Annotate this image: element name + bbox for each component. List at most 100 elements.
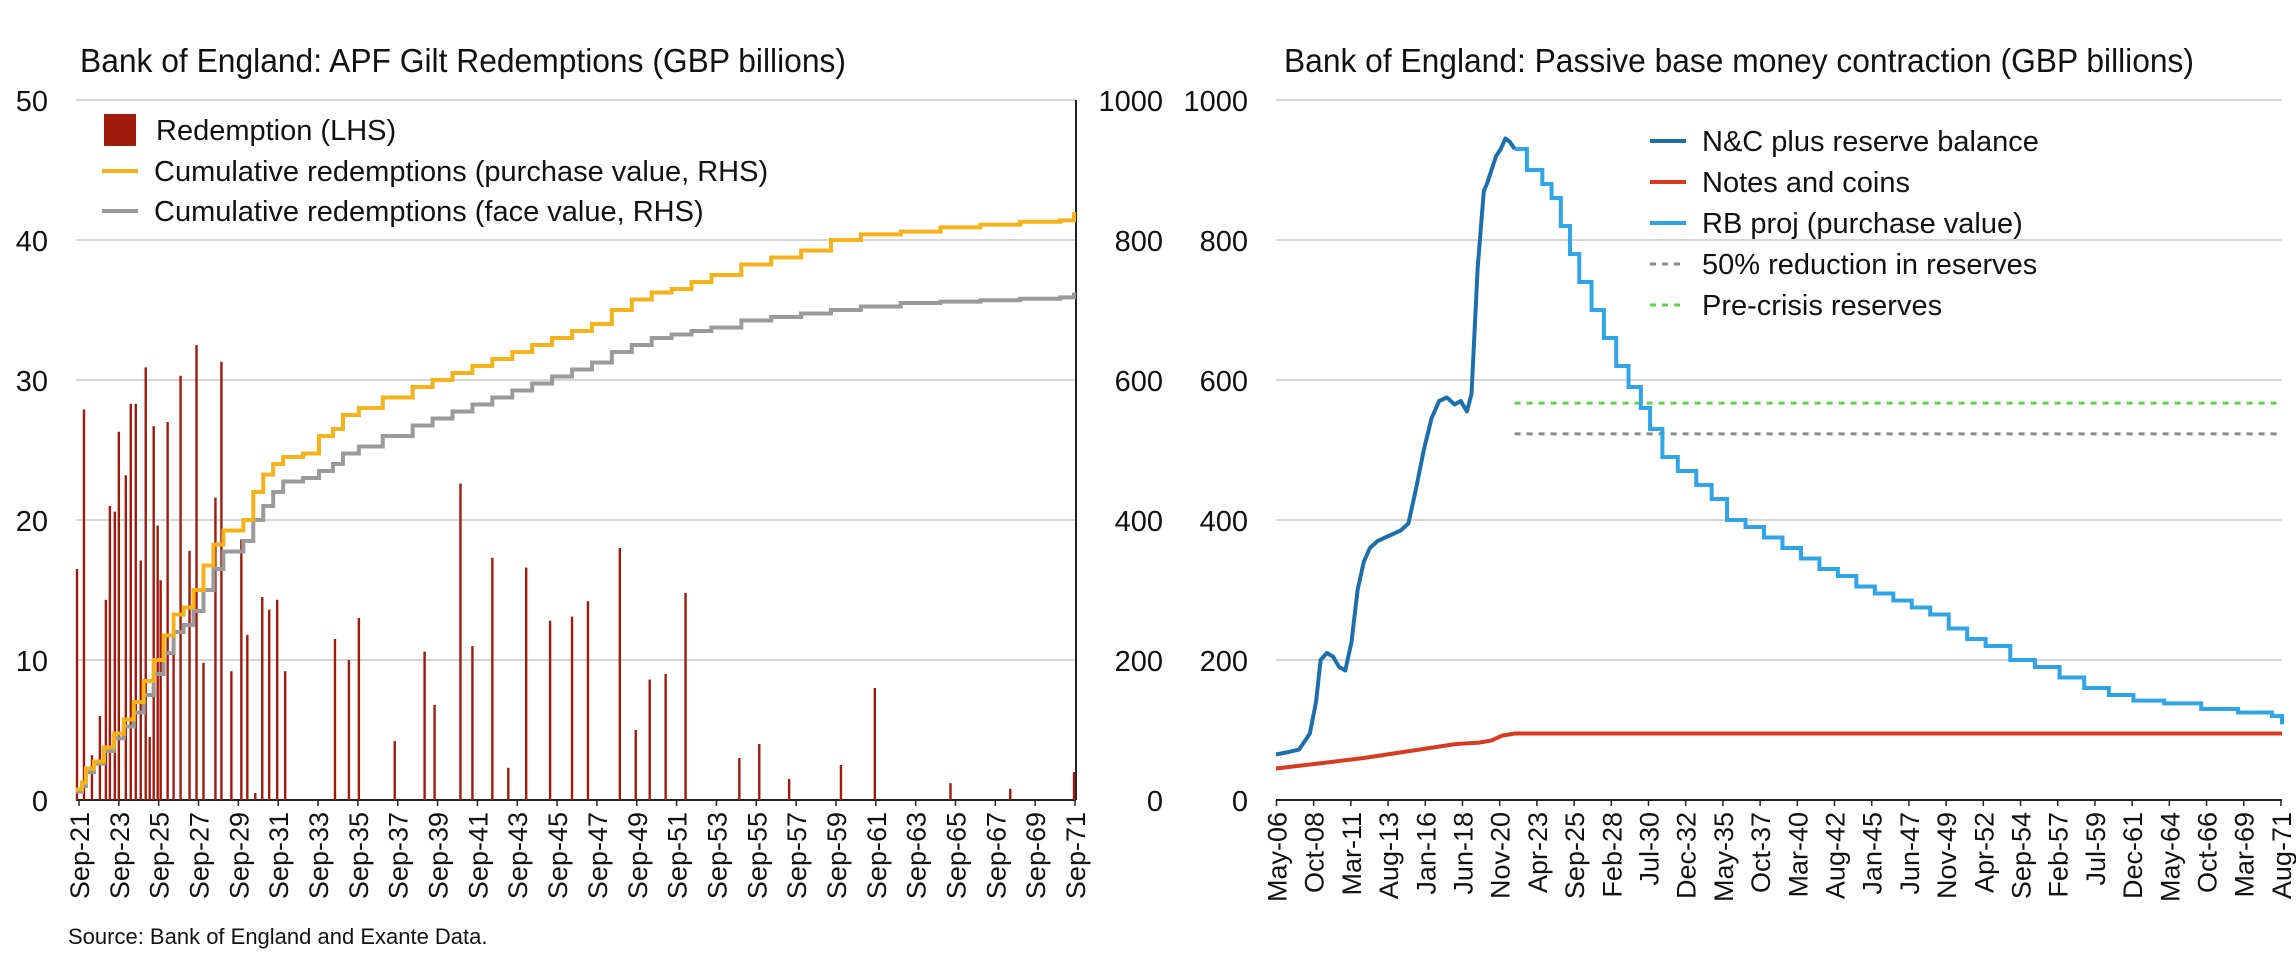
left-y2-tick-label: 600 [1115,366,1163,398]
right-x-tick-label: Nov-49 [1932,812,1962,899]
redemption-bar [357,618,361,800]
redemption-bar [214,497,217,800]
redemption-bar [634,730,637,800]
redemption-bar [433,704,436,800]
redemption-bar [104,599,108,800]
redemption-bar [423,651,426,800]
redemption-bar [230,671,233,800]
redemption-bar [179,375,182,800]
left-x-tick-label: Sep-43 [503,812,533,899]
redemption-bar [471,646,474,800]
left-x-tick-label: Sep-61 [862,812,892,899]
left-chart-title: Bank of England: APF Gilt Redemptions (G… [80,42,846,79]
right-x-tick-label: Oct-37 [1746,812,1776,893]
redemption-bar [664,674,667,800]
nc-reserve-line [1275,136,1517,757]
left-x-tick-label: Sep-27 [185,812,215,899]
redemption-bar [108,506,112,800]
left-x-tick-label: Sep-49 [623,812,653,899]
left-x-tick-label: Sep-69 [1021,812,1051,899]
right-x-tick-label: Dec-61 [2118,812,2148,899]
redemption-bar [220,361,223,800]
left-x-tick-label: Sep-31 [264,812,294,899]
redemption-bar [148,737,151,800]
right-y-tick-label: 400 [1200,506,1248,538]
left-x-tick-label: Sep-29 [224,812,254,899]
redemption-bar [949,783,952,800]
right-x-tick-label: Feb-28 [1597,812,1627,898]
redemption-bar [98,716,102,800]
redemption-bar [139,560,142,800]
redemption-bar [172,632,175,800]
redemption-bar [240,539,243,800]
left-y-tick-label: 0 [32,786,48,818]
redemption-bar [113,511,117,800]
left-y2-tick-label: 200 [1115,646,1163,678]
left-x-tick-label: Sep-41 [463,812,493,899]
legend-rb-proj-label: RB proj (purchase value) [1702,208,2023,240]
left-x-tick-label: Sep-47 [583,812,613,899]
redemption-bar [117,431,121,800]
right-x-tick-label: Aug-42 [1821,812,1851,899]
right-y-tick-label: 200 [1200,646,1248,678]
left-x-tick-label: Sep-37 [384,812,414,899]
right-x-tick-label: Oct-66 [2193,812,2223,893]
right-x-tick-label: Aug-71 [2267,812,2296,899]
right-x-tick-label: Mar-11 [1337,812,1367,896]
redemption-bar [393,741,396,800]
right-x-tick-label: Jan-16 [1411,812,1441,895]
left-x-tick-label: Sep-55 [742,812,772,899]
left-y-tick-label: 10 [16,646,48,678]
redemption-bar [75,569,79,800]
redemption-bar [618,548,622,800]
left-y-tick-label: 50 [16,86,48,118]
redemption-bar [491,557,494,800]
right-x-tick-label: Oct-08 [1300,812,1330,893]
redemption-bar [839,765,843,800]
right-y-tick-label: 800 [1200,226,1248,258]
right-x-tick-label: Jan-45 [1858,812,1888,895]
redemption-bar [246,634,249,800]
redemption-bar [124,475,128,800]
left-x-tick-label: Sep-45 [543,812,573,899]
right-x-tick-label: Jul-30 [1634,812,1664,886]
left-y-tick-label: 20 [16,506,48,538]
right-x-tick-label: Dec-32 [1672,812,1702,899]
redemption-bar [347,660,351,800]
redemption-bar [586,601,590,800]
right-x-tick-label: Nov-20 [1486,812,1516,899]
left-x-tick-label: Sep-21 [65,812,95,899]
right-x-tick-label: Sep-25 [1560,812,1590,899]
redemption-bar [159,580,162,800]
redemption-bar [195,345,198,800]
redemption-bar [524,567,528,800]
redemption-bar [188,550,191,800]
right-x-tick-label: Apr-52 [1969,812,1999,893]
redemption-bar [1009,788,1012,800]
right-x-tick-label: Aug-13 [1374,812,1404,899]
source-note: Source: Bank of England and Exante Data. [68,924,488,949]
left-y2-tick-label: 400 [1115,506,1163,538]
redemption-bar [787,779,791,800]
redemption-bar [82,409,86,800]
left-x-tick-label: Sep-39 [424,812,454,899]
redemption-bar [459,483,462,800]
right-x-tick-label: Jun-47 [1895,812,1925,895]
left-x-tick-label: Sep-35 [344,812,374,899]
legend-nc-reserve-label: N&C plus reserve balance [1702,126,2039,158]
redemption-bar [758,744,761,800]
left-x-tick-label: Sep-51 [663,812,693,899]
left-x-tick-label: Sep-63 [902,812,932,899]
redemption-bar [333,639,337,800]
legend-redemption-swatch [104,114,136,146]
redemption-bar [738,758,741,800]
redemption-bar [129,403,132,800]
left-y2-tick-label: 0 [1147,786,1163,818]
redemption-bar [570,616,574,800]
right-x-tick-label: May-35 [1709,812,1739,902]
right-y-tick-label: 1000 [1183,86,1248,118]
legend-face-label: Cumulative redemptions (face value, RHS) [154,196,704,228]
right-y-tick-label: 600 [1200,366,1248,398]
redemption-bar [648,679,651,800]
left-x-tick-label: Sep-33 [304,812,334,899]
